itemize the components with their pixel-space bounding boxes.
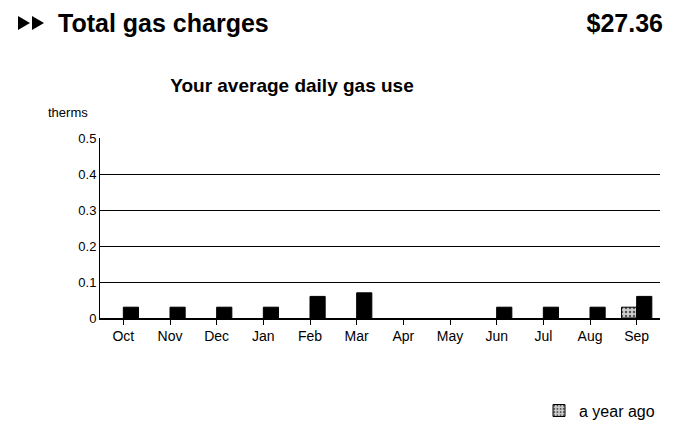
svg-text:0.3: 0.3 bbox=[78, 203, 96, 218]
svg-text:Feb: Feb bbox=[298, 328, 322, 344]
svg-text:Your average daily gas use: Your average daily gas use bbox=[170, 75, 414, 96]
svg-text:0.2: 0.2 bbox=[78, 239, 96, 254]
svg-text:0: 0 bbox=[89, 311, 96, 326]
svg-text:Jan: Jan bbox=[252, 328, 275, 344]
svg-text:Nov: Nov bbox=[158, 328, 183, 344]
svg-text:0.1: 0.1 bbox=[78, 275, 96, 290]
html-text:Total gas charges: Total gas charges bbox=[58, 8, 269, 37]
html-text:$27.36: $27.36 bbox=[586, 8, 663, 37]
svg-text:Aug: Aug bbox=[578, 328, 603, 344]
svg-text:Sep: Sep bbox=[624, 328, 649, 344]
svg-text:May: May bbox=[437, 328, 463, 344]
svg-text:therms: therms bbox=[48, 105, 88, 120]
svg-text:Jun: Jun bbox=[485, 328, 508, 344]
svg-text:Mar: Mar bbox=[345, 328, 369, 344]
svg-text:Apr: Apr bbox=[392, 328, 414, 344]
svg-text:Oct: Oct bbox=[112, 328, 134, 344]
svg-text:a year ago: a year ago bbox=[579, 403, 655, 420]
svg-text:Dec: Dec bbox=[204, 328, 229, 344]
svg-text:0.4: 0.4 bbox=[78, 167, 96, 182]
svg-text:0.5: 0.5 bbox=[78, 131, 96, 146]
svg-text:Jul: Jul bbox=[534, 328, 552, 344]
